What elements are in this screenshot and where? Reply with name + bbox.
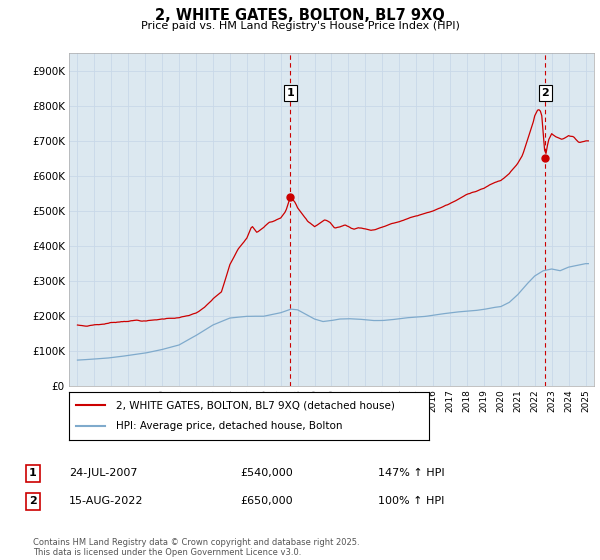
Text: Price paid vs. HM Land Registry's House Price Index (HPI): Price paid vs. HM Land Registry's House … xyxy=(140,21,460,31)
Text: £540,000: £540,000 xyxy=(240,468,293,478)
Text: 2, WHITE GATES, BOLTON, BL7 9XQ: 2, WHITE GATES, BOLTON, BL7 9XQ xyxy=(155,8,445,24)
Text: 1: 1 xyxy=(29,468,37,478)
Text: 2: 2 xyxy=(541,88,549,98)
Text: 15-AUG-2022: 15-AUG-2022 xyxy=(69,496,143,506)
Text: £650,000: £650,000 xyxy=(240,496,293,506)
Text: 147% ↑ HPI: 147% ↑ HPI xyxy=(378,468,445,478)
Text: Contains HM Land Registry data © Crown copyright and database right 2025.
This d: Contains HM Land Registry data © Crown c… xyxy=(33,538,359,557)
Text: 1: 1 xyxy=(286,88,294,98)
Text: 100% ↑ HPI: 100% ↑ HPI xyxy=(378,496,445,506)
Text: 24-JUL-2007: 24-JUL-2007 xyxy=(69,468,137,478)
Text: 2, WHITE GATES, BOLTON, BL7 9XQ (detached house): 2, WHITE GATES, BOLTON, BL7 9XQ (detache… xyxy=(116,400,395,410)
Text: HPI: Average price, detached house, Bolton: HPI: Average price, detached house, Bolt… xyxy=(116,421,342,431)
Text: 2: 2 xyxy=(29,496,37,506)
